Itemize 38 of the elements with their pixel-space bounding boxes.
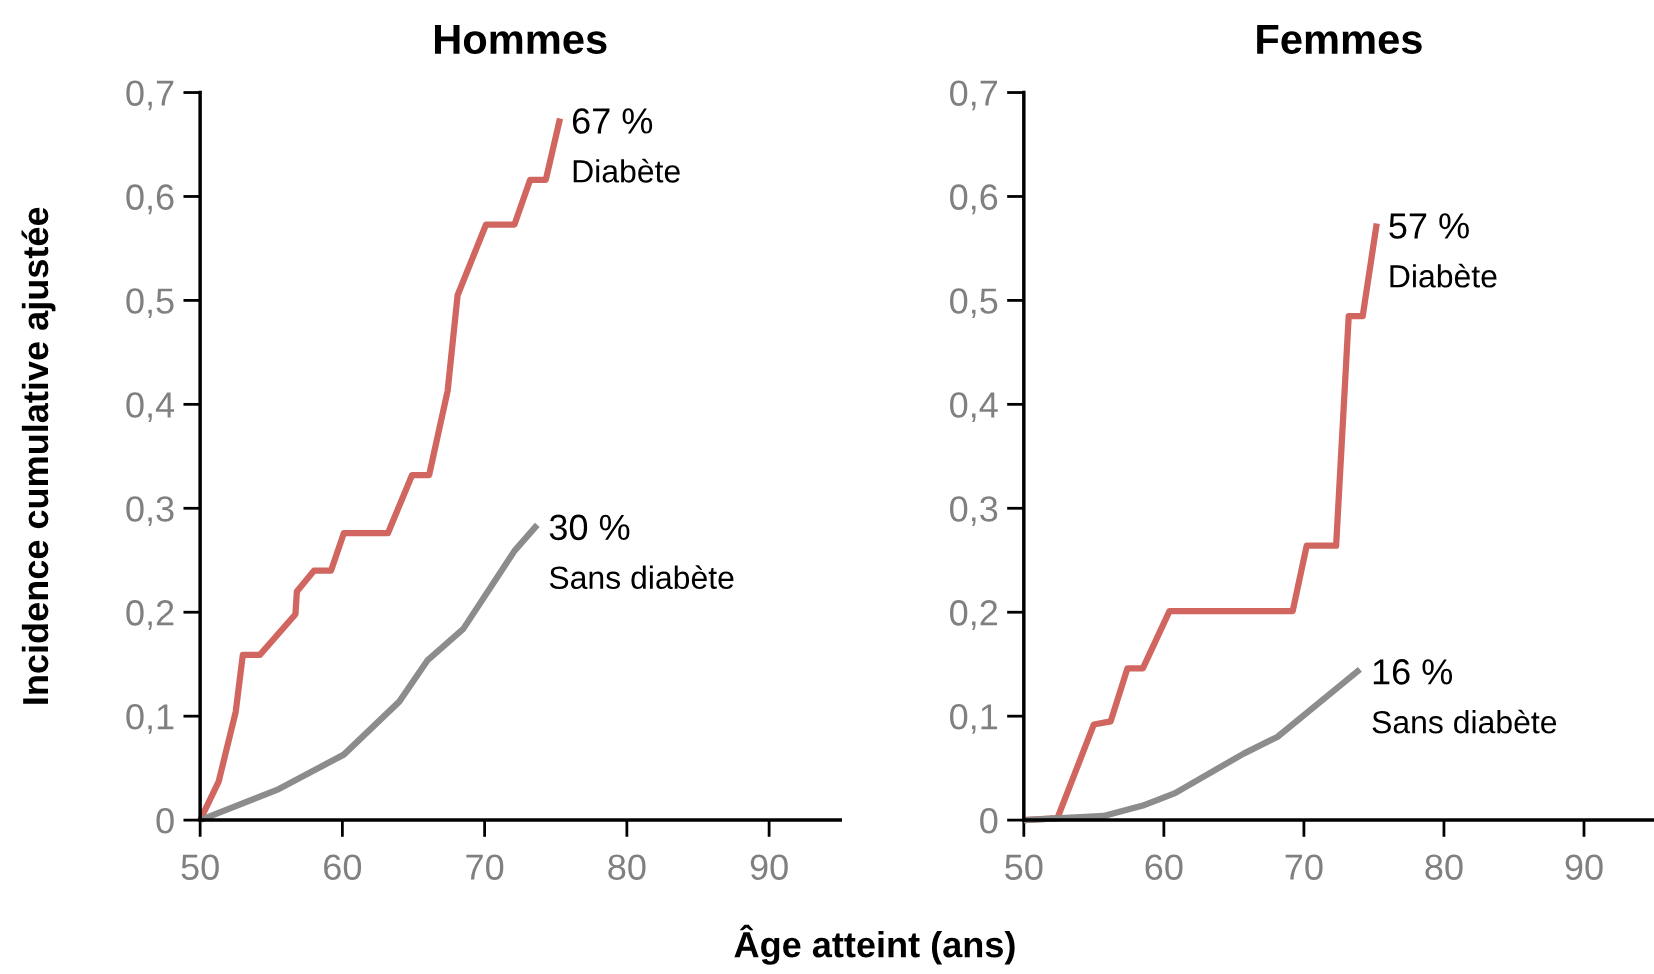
y-tick-label: 0,5 [126, 288, 174, 319]
x-axis-title: Âge atteint (ans) [734, 924, 1015, 965]
y-axis-title: Incidence cumulative ajustée [21, 207, 56, 704]
x-tick-label: 90 [750, 854, 788, 880]
series-label: Diabète [573, 158, 680, 183]
chart-title: Hommes [434, 24, 607, 55]
y-tick-label: 0,1 [126, 704, 174, 734]
x-tick-label: 80 [608, 854, 646, 880]
series-label: Sans diabète [1372, 709, 1557, 734]
y-tick-label: 0 [980, 807, 998, 834]
y-tick-label: 0,4 [950, 392, 998, 423]
x-tick-label: 90 [1565, 854, 1603, 880]
x-tick-label: 50 [181, 854, 219, 880]
y-tick-label: 0,7 [126, 80, 174, 111]
annotation: 30 % [549, 514, 630, 541]
y-tick-label: 0,5 [950, 288, 998, 319]
y-tick-label: 0,3 [126, 496, 174, 526]
series-label: Diabète [1390, 263, 1497, 288]
y-tick-label: 0,7 [950, 80, 998, 111]
y-tick-label: 0 [156, 807, 174, 834]
y-tick-label: 0,1 [950, 704, 998, 734]
x-tick-label: 60 [324, 854, 362, 880]
annotation: 16 % [1373, 659, 1453, 685]
y-tick-label: 0,2 [126, 600, 174, 630]
chart-title: Femmes [1257, 24, 1422, 55]
y-tick-label: 0,6 [950, 184, 998, 215]
x-tick-label: 80 [1425, 854, 1463, 880]
x-tick-label: 70 [1285, 854, 1323, 880]
x-tick-label: 70 [466, 854, 504, 880]
series-label: Sans diabète [549, 565, 734, 590]
y-tick-label: 0,3 [950, 496, 998, 526]
y-tick-label: 0,2 [950, 600, 998, 630]
y-tick-label: 0,6 [126, 184, 174, 215]
x-tick-label: 50 [1005, 854, 1043, 880]
annotation: 67 % [572, 108, 653, 134]
x-tick-label: 60 [1145, 854, 1183, 880]
annotation: 57 % [1389, 213, 1469, 239]
y-tick-label: 0,4 [126, 392, 175, 423]
